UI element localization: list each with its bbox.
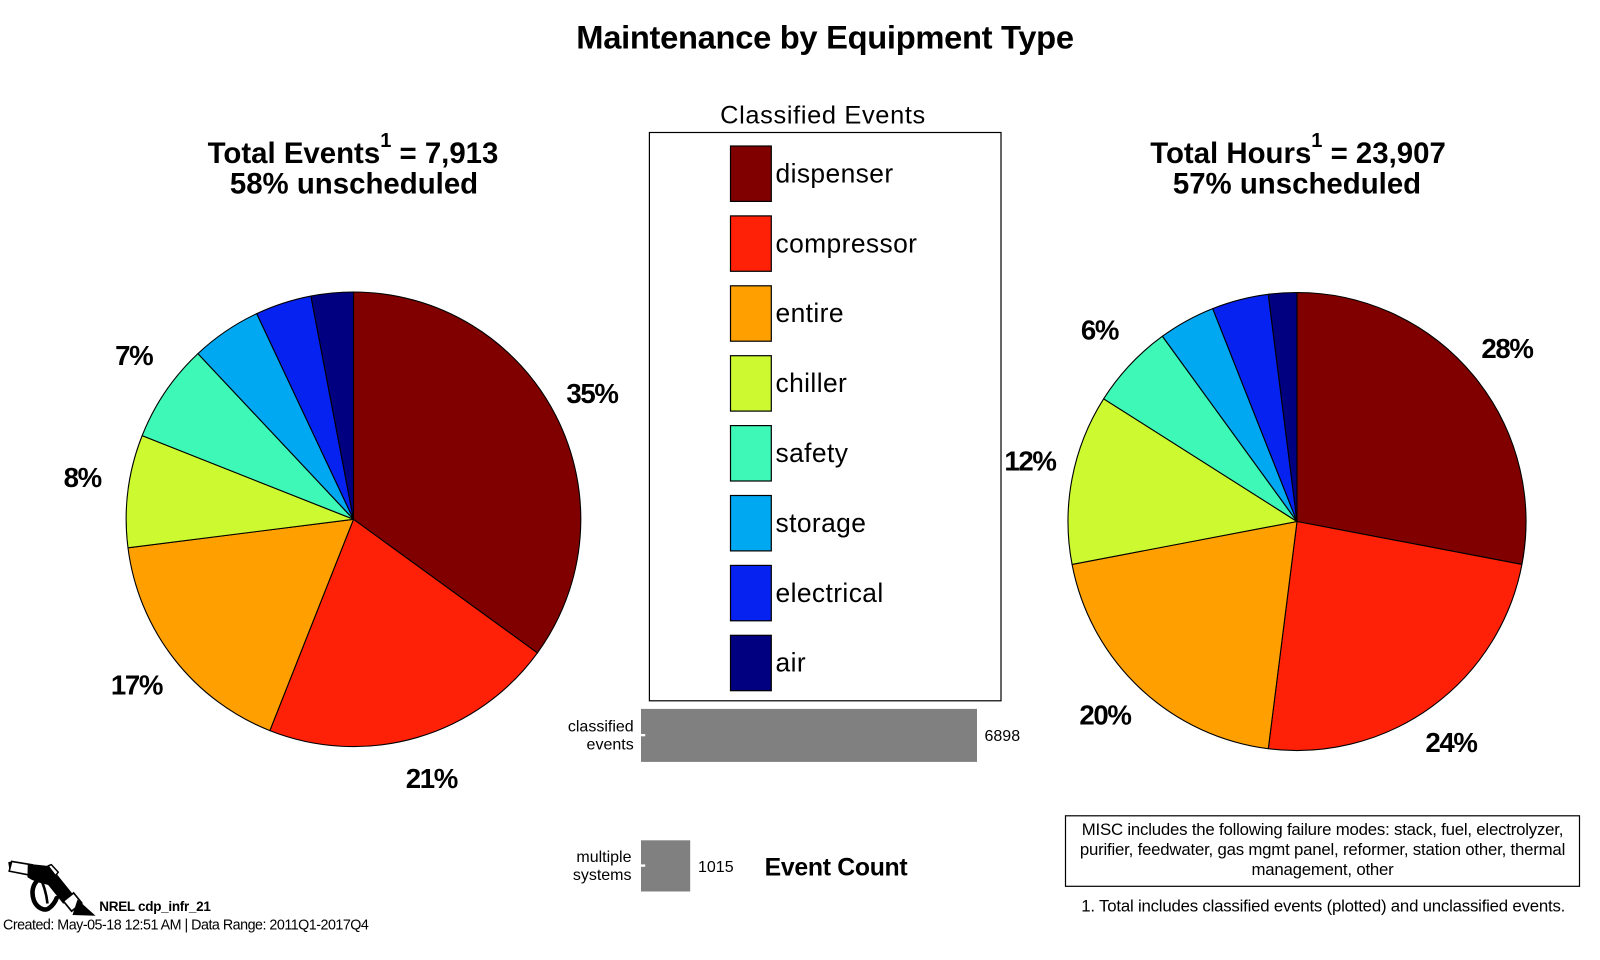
svg-text:Created: May-05-18 12:51 AM |: Created: May-05-18 12:51 AM | Data Range… [3, 918, 369, 934]
svg-text:air: air [776, 648, 807, 678]
svg-text:Event Count: Event Count [765, 855, 908, 882]
svg-text:management, other: management, other [1251, 860, 1394, 879]
svg-text:6898: 6898 [985, 728, 1021, 745]
svg-text:dispenser: dispenser [776, 158, 894, 188]
svg-text:57% unscheduled: 57% unscheduled [1173, 168, 1421, 201]
svg-text:NREL cdp_infr_21: NREL cdp_infr_21 [99, 899, 211, 914]
svg-text:compressor: compressor [776, 228, 918, 258]
svg-text:safety: safety [776, 438, 849, 468]
svg-text:6%: 6% [1081, 315, 1119, 346]
svg-text:28%: 28% [1481, 333, 1533, 364]
svg-text:MISC includes the following fa: MISC includes the following failure mode… [1082, 820, 1563, 839]
svg-text:17%: 17% [111, 670, 163, 701]
svg-text:Classified Events: Classified Events [720, 102, 926, 130]
svg-text:Total Events1 = 7,913: Total Events1 = 7,913 [208, 130, 499, 170]
svg-text:systems: systems [573, 867, 632, 884]
svg-text:20%: 20% [1079, 700, 1131, 731]
svg-text:1. Total includes classified e: 1. Total includes classified events (plo… [1081, 896, 1565, 915]
svg-text:chiller: chiller [776, 368, 848, 398]
svg-text:events: events [587, 737, 634, 754]
svg-text:35%: 35% [566, 378, 618, 409]
svg-text:multiple: multiple [576, 849, 631, 866]
svg-text:7%: 7% [115, 340, 153, 371]
svg-text:21%: 21% [406, 763, 458, 794]
svg-text:58% unscheduled: 58% unscheduled [230, 168, 478, 201]
svg-text:electrical: electrical [776, 578, 884, 608]
svg-text:Total Hours1 = 23,907: Total Hours1 = 23,907 [1150, 130, 1446, 170]
svg-text:24%: 24% [1425, 727, 1477, 758]
svg-text:storage: storage [776, 508, 867, 538]
svg-text:12%: 12% [1004, 446, 1056, 477]
svg-text:classified: classified [568, 718, 634, 735]
svg-text:1015: 1015 [698, 859, 734, 876]
svg-text:purifier, feedwater, gas mgmt: purifier, feedwater, gas mgmt panel, ref… [1080, 840, 1565, 859]
svg-text:Maintenance by Equipment Type: Maintenance by Equipment Type [576, 19, 1074, 56]
svg-text:entire: entire [776, 298, 844, 328]
svg-text:8%: 8% [64, 462, 102, 493]
